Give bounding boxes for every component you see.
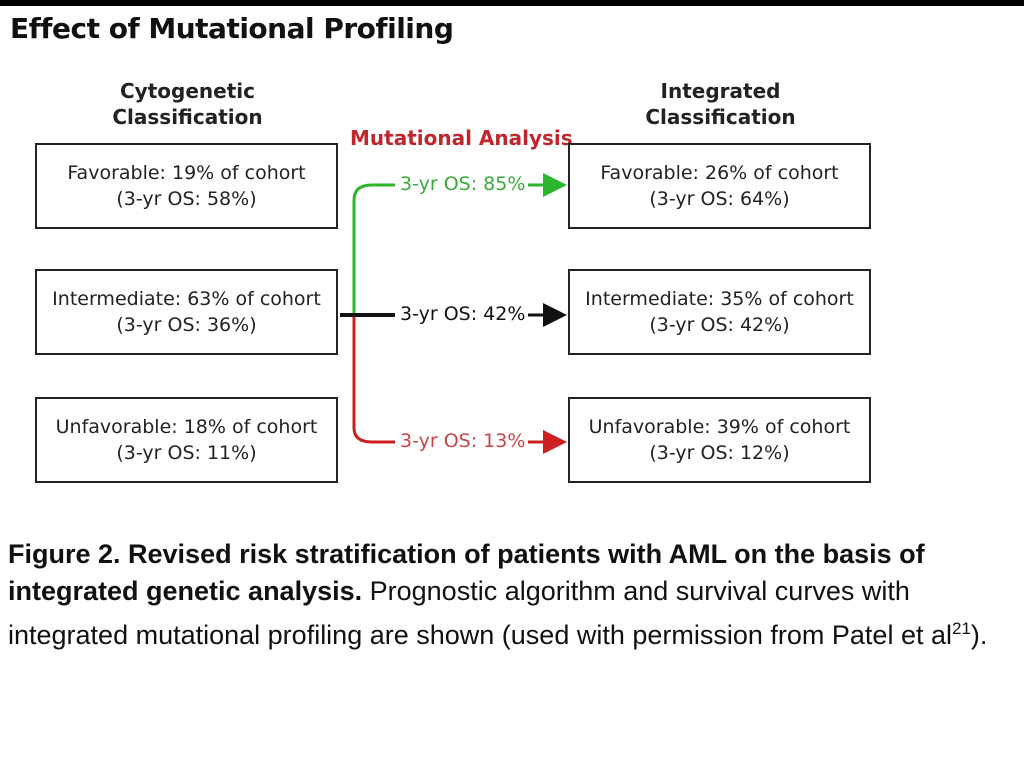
header-line: Classification	[112, 105, 263, 129]
caption-title: Figure 2. Revised risk stratification of…	[8, 539, 925, 606]
favorable-os-label: 3-yr OS: 85%	[398, 173, 528, 195]
figure-caption: Figure 2. Revised risk stratification of…	[8, 536, 1024, 654]
box-text: Favorable: 19% of cohort	[67, 162, 306, 184]
cyto-unfavorable-box: Unfavorable: 18% of cohort (3-yr OS: 11%)	[35, 397, 338, 483]
slide-title: Effect of Mutational Profiling	[10, 12, 454, 45]
caption-end: ).	[970, 620, 988, 650]
integrated-favorable-box: Favorable: 26% of cohort (3-yr OS: 64%)	[568, 143, 871, 229]
box-text: Intermediate: 63% of cohort	[52, 288, 321, 310]
left-column-header: Cytogenetic Classification	[35, 78, 340, 130]
header-line: Integrated	[660, 79, 781, 103]
box-text: (3-yr OS: 58%)	[116, 188, 257, 210]
box-text: Unfavorable: 18% of cohort	[55, 416, 318, 438]
box-text: (3-yr OS: 64%)	[649, 188, 790, 210]
box-text: Unfavorable: 39% of cohort	[588, 416, 851, 438]
citation-superscript: 21	[951, 619, 971, 638]
right-column-header: Integrated Classification	[568, 78, 873, 130]
box-text: (3-yr OS: 11%)	[116, 442, 257, 464]
box-text: (3-yr OS: 42%)	[649, 314, 790, 336]
mutational-analysis-header: Mutational Analysis	[350, 126, 573, 150]
intermediate-os-label: 3-yr OS: 42%	[398, 303, 528, 325]
header-line: Cytogenetic	[120, 79, 255, 103]
box-text: (3-yr OS: 12%)	[649, 442, 790, 464]
red-connector	[352, 315, 395, 444]
cyto-intermediate-box: Intermediate: 63% of cohort (3-yr OS: 36%…	[35, 269, 338, 355]
cyto-favorable-box: Favorable: 19% of cohort (3-yr OS: 58%)	[35, 143, 338, 229]
caption-text: Prognostic algorithm and survival curves…	[8, 576, 952, 650]
box-text: Intermediate: 35% of cohort	[585, 288, 854, 310]
integrated-unfavorable-box: Unfavorable: 39% of cohort (3-yr OS: 12%)	[568, 397, 871, 483]
integrated-intermediate-box: Intermediate: 35% of cohort (3-yr OS: 42%…	[568, 269, 871, 355]
green-connector	[352, 183, 395, 315]
unfavorable-os-label: 3-yr OS: 13%	[398, 430, 528, 452]
status-bar	[0, 0, 1024, 6]
box-text: Favorable: 26% of cohort	[600, 162, 839, 184]
header-line: Classification	[645, 105, 796, 129]
box-text: (3-yr OS: 36%)	[116, 314, 257, 336]
